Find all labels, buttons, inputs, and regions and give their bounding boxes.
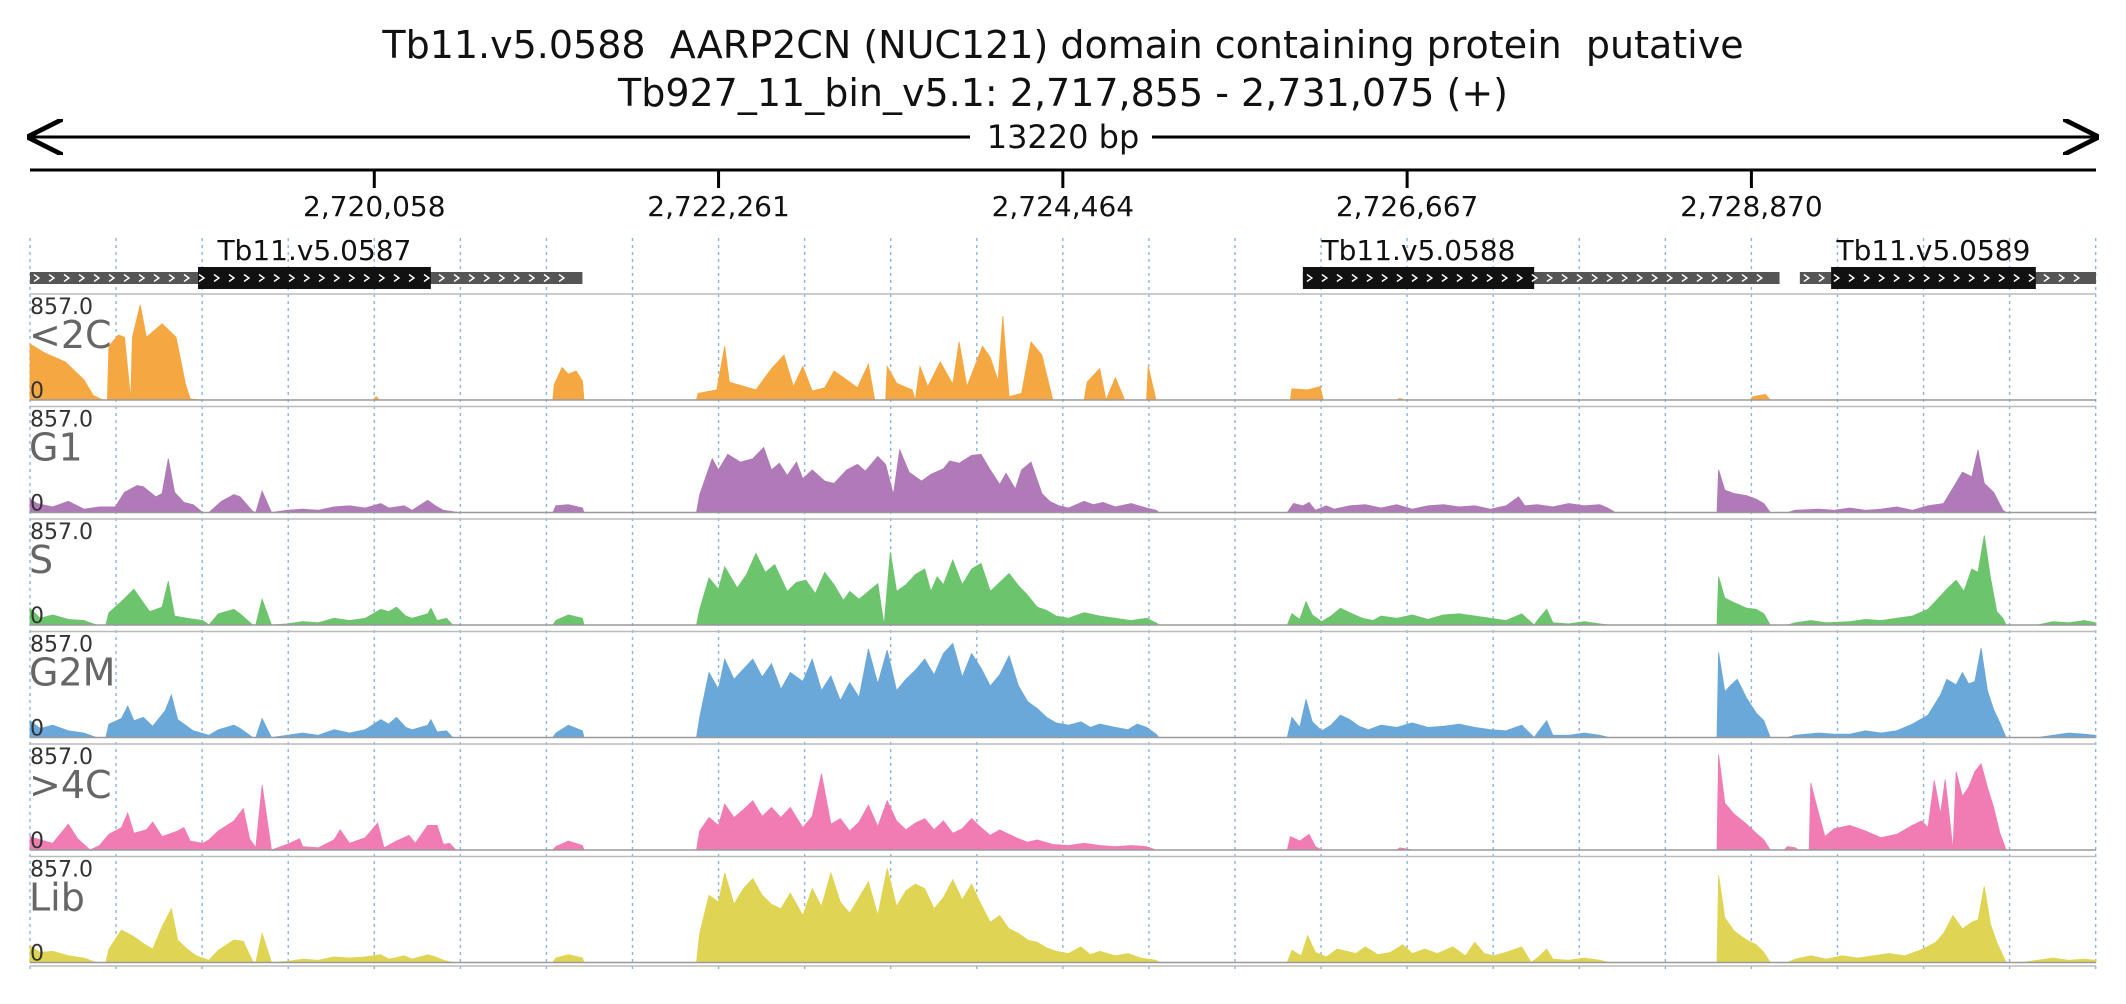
x-tick-label-1: 2,720,058: [303, 190, 446, 223]
x-tick-label-4: 2,726,667: [1336, 190, 1479, 223]
gene-2[interactable]: Tb11.v5.0588: [1302, 234, 1780, 289]
y-max-label: 857.0: [30, 745, 93, 770]
gene-cds: [197, 267, 431, 289]
coverage-area: [29, 868, 2097, 964]
track-name: G1: [29, 426, 83, 470]
gridlines: [29, 238, 2097, 971]
chart-subtitle: Tb927_11_bin_v5.1: 2,717,855 - 2,731,075…: [617, 71, 1508, 115]
coverage-area: [29, 446, 2096, 514]
track-name: <2C: [29, 313, 112, 357]
x-tick-label-2: 2,722,261: [647, 190, 790, 223]
y-min-label: 0: [30, 829, 44, 854]
y-max-label: 857.0: [30, 295, 93, 320]
gene-track: Tb11.v5.0587 Tb11.v5.0588 Tb11.v5.0589: [30, 234, 2096, 289]
coverage-area: [29, 304, 2096, 402]
x-tick-label-3: 2,724,464: [992, 190, 1135, 223]
y-max-label: 857.0: [30, 520, 93, 545]
y-min-label: 0: [30, 942, 44, 967]
gene-label: Tb11.v5.0589: [1835, 234, 2030, 267]
strand-chevrons: [1306, 273, 1764, 283]
gene-cds: [1302, 267, 1535, 289]
y-min-label: 0: [30, 717, 44, 742]
gene-1[interactable]: Tb11.v5.0587: [30, 234, 583, 289]
gene-label: Tb11.v5.0587: [216, 234, 411, 267]
y-max-label: 857.0: [30, 858, 93, 883]
chart-title: Tb11.v5.0588 AARP2CN (NUC121) domain con…: [381, 23, 1743, 67]
x-tick-label-5: 2,728,870: [1680, 190, 1823, 223]
gene-cds: [1831, 267, 2036, 289]
x-axis: 2,720,058 2,722,261 2,724,464 2,726,667 2,72…: [30, 168, 2096, 223]
coverage-area: [29, 754, 2096, 851]
strand-chevrons: [33, 273, 566, 283]
span-length-label: 13220 bp: [987, 118, 1140, 156]
y-max-label: 857.0: [30, 408, 93, 433]
span-ruler: 13220 bp: [30, 118, 2096, 156]
gene-3[interactable]: Tb11.v5.0589: [1799, 234, 2096, 289]
y-min-label: 0: [30, 379, 44, 404]
strand-chevrons: [1803, 273, 2081, 283]
track-4: 857.0 0 G2M: [29, 630, 2097, 742]
track-5: 857.0 0 >4C: [29, 743, 2096, 854]
track-name: >4C: [29, 763, 112, 807]
y-max-label: 857.0: [30, 633, 93, 658]
y-min-label: 0: [30, 604, 44, 629]
gene-label: Tb11.v5.0588: [1321, 234, 1516, 267]
track-1: 857.0 0 <2C: [29, 293, 2096, 404]
track-3: 857.0 0 S: [29, 518, 2097, 629]
track-6: 857.0 0 Lib: [29, 855, 2097, 967]
track-name: Lib: [29, 876, 85, 920]
track-name: S: [29, 538, 53, 582]
track-2: 857.0 0 G1: [29, 405, 2096, 517]
coverage-tracks: 857.00<2C857.00G1857.00S857.00G2M857.00>…: [29, 293, 2097, 967]
track-name: G2M: [29, 651, 115, 695]
y-min-label: 0: [30, 492, 44, 517]
